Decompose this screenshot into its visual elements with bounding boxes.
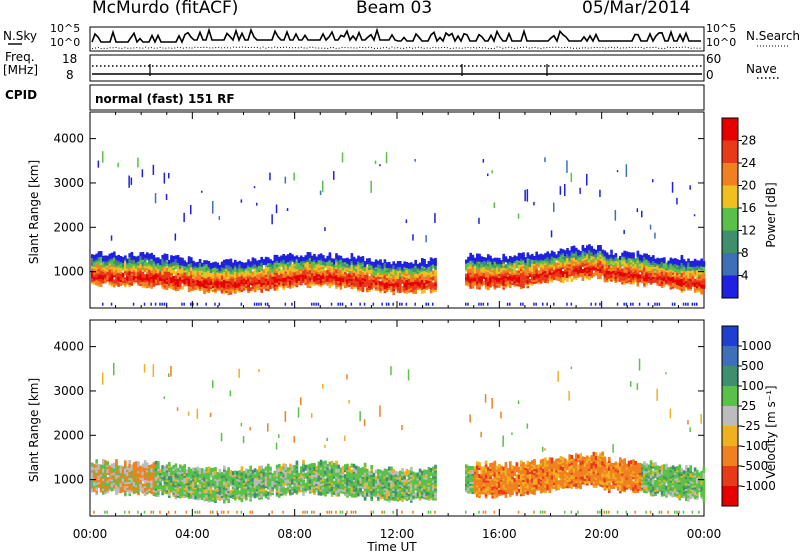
velocity-colorbar: 1000 500 100 25 -25 -100 -500 -1000 [721, 325, 776, 507]
power-colorbar-label: Power [dB] [764, 182, 778, 247]
station-title: McMurdo (fitACF) [92, 0, 239, 18]
vel-ytick-label: 2000 [53, 428, 84, 442]
power-colorbar-tick: 8 [741, 246, 749, 260]
vel-colorbar-segment [722, 386, 738, 407]
date-title: 05/Mar/2014 [582, 0, 691, 18]
vel-colorbar-tick: 500 [741, 359, 764, 373]
power-scatter-cells [91, 151, 706, 306]
time-tick-label: 16:00 [482, 527, 517, 541]
top-panel-traces [8, 27, 788, 79]
freq-tick-bottom: 8 [66, 68, 74, 82]
power-colorbar-segment [722, 118, 738, 141]
nave-tick-top: 60 [706, 52, 722, 66]
power-colorbar-segment [722, 275, 738, 299]
power-colorbar-segment [722, 230, 738, 254]
cpid-text: normal (fast) 151 RF [95, 92, 235, 106]
beam-title: Beam 03 [356, 0, 433, 18]
freq-panel-frame [89, 54, 705, 82]
power-colorbar-segment [722, 140, 738, 164]
power-colorbar-segment [722, 208, 738, 231]
vel-colorbar-tick: 1000 [741, 339, 772, 353]
time-tick-label: 04:00 [175, 527, 210, 541]
vel-colorbar-segment [722, 426, 738, 447]
power-colorbar: 4 8 12 16 20 24 28 [721, 117, 756, 299]
power-colorbar-tick: 16 [741, 201, 756, 215]
vel-ytick-label: 1000 [53, 473, 84, 487]
vel-colorbar-tick: -500 [741, 459, 768, 473]
time-tick-label: 20:00 [584, 527, 619, 541]
freq-label: Freq. [5, 50, 35, 64]
nsky-tick-top: 10^5 [50, 22, 81, 35]
nsearch-label: N.Search [746, 29, 800, 43]
vel-colorbar-segment [722, 446, 738, 467]
power-colorbar-tick: 4 [741, 269, 749, 283]
vel-colorbar-tick: -100 [741, 439, 768, 453]
vel-colorbar-tick: -1000 [741, 479, 776, 493]
time-tick-label: 08:00 [277, 527, 312, 541]
power-ytick-label: 3000 [53, 176, 84, 190]
velocity-colorbar-label: Velocity [m s⁻¹] [764, 385, 778, 478]
vel-ytick-label: 4000 [53, 340, 84, 354]
power-ytick-label: 4000 [53, 132, 84, 146]
cpid-panel-frame [89, 84, 705, 111]
vel-colorbar-segment [722, 486, 738, 507]
vel-colorbar-tick: 25 [741, 399, 756, 413]
nsky-label: N.Sky [3, 29, 38, 43]
power-colorbar-tick: 24 [741, 156, 756, 170]
vel-colorbar-segment [722, 346, 738, 367]
time-tick-label: 00:00 [73, 527, 108, 541]
vel-scatter-cells [91, 358, 706, 514]
power-colorbar-segment [722, 185, 738, 209]
power-ytick-label: 1000 [53, 265, 84, 279]
velocity-panel [89, 319, 706, 517]
power-ytick-label: 2000 [53, 220, 84, 234]
vel-colorbar-tick: 100 [741, 379, 764, 393]
time-axis-label: Time UT [366, 540, 417, 554]
freq-tick-top: 18 [62, 52, 78, 66]
vel-colorbar-segment [722, 466, 738, 487]
nave-tick-bottom: 0 [706, 68, 714, 82]
power-colorbar-tick: 20 [741, 179, 756, 193]
time-tick-label: 00:00 [687, 527, 722, 541]
vel-colorbar-tick: -25 [741, 419, 761, 433]
vel-colorbar-segment [722, 326, 738, 347]
nsky-panel-frame [89, 26, 705, 52]
time-tick-label: 12:00 [380, 527, 415, 541]
vel-ytick-label: 3000 [53, 384, 84, 398]
nave-label: Nave [746, 62, 777, 76]
axes-group: 1000 2000 3000 4000 1000 2000 3000 4000 00:00 04:… [53, 112, 721, 541]
vel-colorbar-segment [722, 406, 738, 427]
cpid-label: CPID [5, 88, 38, 102]
power-colorbar-tick: 28 [741, 134, 756, 148]
nsearch-tick-top: 10^5 [706, 22, 737, 35]
power-ylabel: Slant Range [km] [27, 160, 41, 264]
freq-unit-label: [MHz] [3, 63, 39, 77]
power-colorbar-tick: 12 [741, 224, 756, 238]
power-colorbar-segment [722, 253, 738, 276]
power-panel [89, 111, 706, 309]
velocity-ylabel: Slant Range [km] [27, 378, 41, 482]
nsearch-tick-bottom: 10^0 [706, 36, 737, 49]
power-colorbar-segment [722, 163, 738, 186]
vel-colorbar-segment [722, 366, 738, 387]
nsky-tick-bottom: 10^0 [50, 36, 81, 49]
